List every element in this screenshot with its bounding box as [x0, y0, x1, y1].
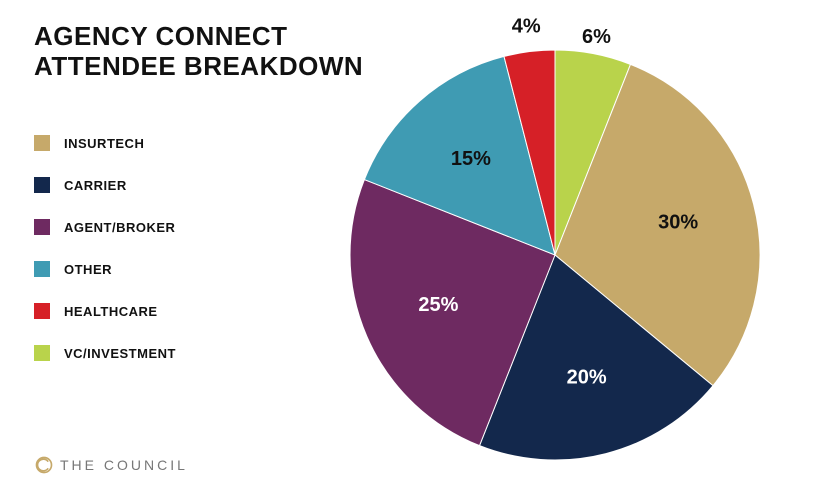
legend-swatch-agent	[34, 219, 50, 235]
legend-swatch-insurtech	[34, 135, 50, 151]
pie-label-healthcare: 4%	[512, 15, 541, 37]
legend-swatch-healthcare	[34, 303, 50, 319]
council-logo-icon	[34, 455, 54, 475]
pie-label-vc: 6%	[582, 26, 611, 48]
legend-item-agent: AGENT/BROKER	[34, 219, 176, 235]
legend-item-vc: VC/INVESTMENT	[34, 345, 176, 361]
legend-label-carrier: CARRIER	[64, 178, 127, 193]
legend-label-agent: AGENT/BROKER	[64, 220, 175, 235]
legend-label-insurtech: INSURTECH	[64, 136, 144, 151]
infographic-frame: AGENCY CONNECT ATTENDEE BREAKDOWN INSURT…	[0, 0, 828, 503]
pie-label-insurtech: 30%	[658, 212, 698, 234]
legend-item-healthcare: HEALTHCARE	[34, 303, 176, 319]
legend-swatch-vc	[34, 345, 50, 361]
pie-label-carrier: 20%	[567, 366, 607, 388]
footer-brand-text: THE COUNCIL	[60, 457, 188, 473]
pie-label-agent: 25%	[418, 294, 458, 316]
pie-chart: 6% 30% 20% 25% 15% 4%	[300, 15, 810, 490]
footer-brand: THE COUNCIL	[34, 455, 188, 475]
legend-swatch-carrier	[34, 177, 50, 193]
legend-label-healthcare: HEALTHCARE	[64, 304, 158, 319]
legend: INSURTECH CARRIER AGENT/BROKER OTHER HEALTHC…	[34, 135, 176, 387]
legend-item-other: OTHER	[34, 261, 176, 277]
legend-label-vc: VC/INVESTMENT	[64, 346, 176, 361]
pie-svg: 6% 30% 20% 25% 15% 4%	[300, 15, 810, 485]
legend-swatch-other	[34, 261, 50, 277]
legend-item-carrier: CARRIER	[34, 177, 176, 193]
legend-label-other: OTHER	[64, 262, 112, 277]
pie-label-other: 15%	[451, 148, 491, 170]
legend-item-insurtech: INSURTECH	[34, 135, 176, 151]
